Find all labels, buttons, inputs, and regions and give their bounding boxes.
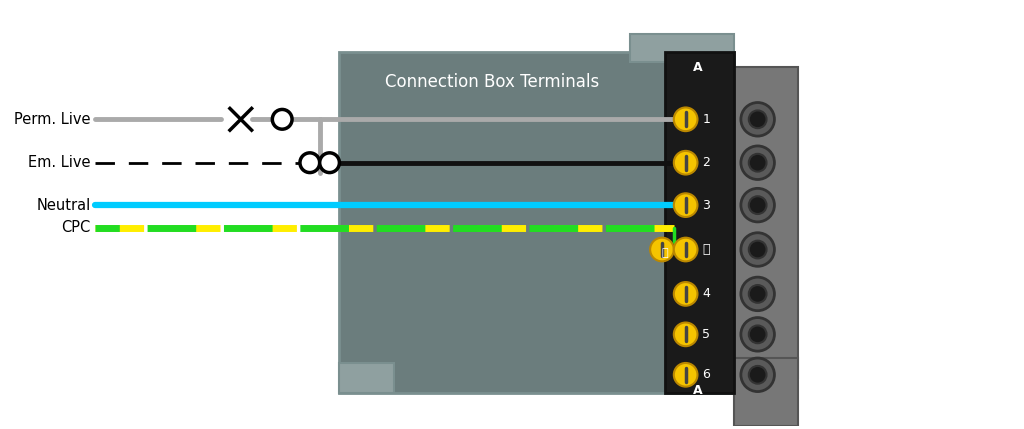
Text: 5: 5 (702, 328, 711, 341)
Text: 1: 1 (702, 113, 711, 126)
Bar (734, 358, 798, 426)
Circle shape (749, 366, 767, 384)
Bar (631, 34, 734, 62)
Text: 6: 6 (702, 369, 711, 381)
Text: CPC: CPC (61, 221, 91, 236)
Circle shape (749, 196, 767, 214)
Circle shape (674, 282, 697, 306)
Circle shape (741, 358, 774, 392)
Circle shape (319, 153, 339, 172)
Circle shape (300, 153, 319, 172)
Text: Em. Live: Em. Live (29, 155, 91, 170)
Circle shape (749, 326, 767, 343)
Text: Connection Box Terminals: Connection Box Terminals (385, 73, 599, 91)
Circle shape (741, 277, 774, 311)
Text: 4: 4 (702, 287, 711, 300)
Bar (339, 363, 393, 393)
Text: A: A (692, 384, 702, 397)
Circle shape (741, 146, 774, 179)
Circle shape (749, 154, 767, 172)
Circle shape (674, 151, 697, 175)
Circle shape (674, 323, 697, 346)
Bar (339, 52, 734, 393)
Text: Neutral: Neutral (37, 198, 91, 213)
Bar (665, 52, 734, 393)
Circle shape (674, 108, 697, 131)
Text: ⏚: ⏚ (662, 248, 669, 258)
Text: 2: 2 (702, 156, 711, 169)
Circle shape (741, 188, 774, 222)
Text: Perm. Live: Perm. Live (14, 112, 91, 127)
Circle shape (749, 285, 767, 303)
Circle shape (741, 317, 774, 351)
Text: 3: 3 (702, 199, 711, 211)
Circle shape (650, 238, 674, 261)
Circle shape (741, 233, 774, 266)
Circle shape (749, 110, 767, 128)
Circle shape (674, 193, 697, 217)
Circle shape (272, 109, 292, 129)
Circle shape (749, 241, 767, 258)
Text: A: A (692, 60, 702, 73)
Bar (734, 67, 798, 378)
Circle shape (674, 238, 697, 261)
Text: ⏚: ⏚ (702, 243, 710, 256)
Circle shape (674, 363, 697, 387)
Circle shape (741, 103, 774, 136)
